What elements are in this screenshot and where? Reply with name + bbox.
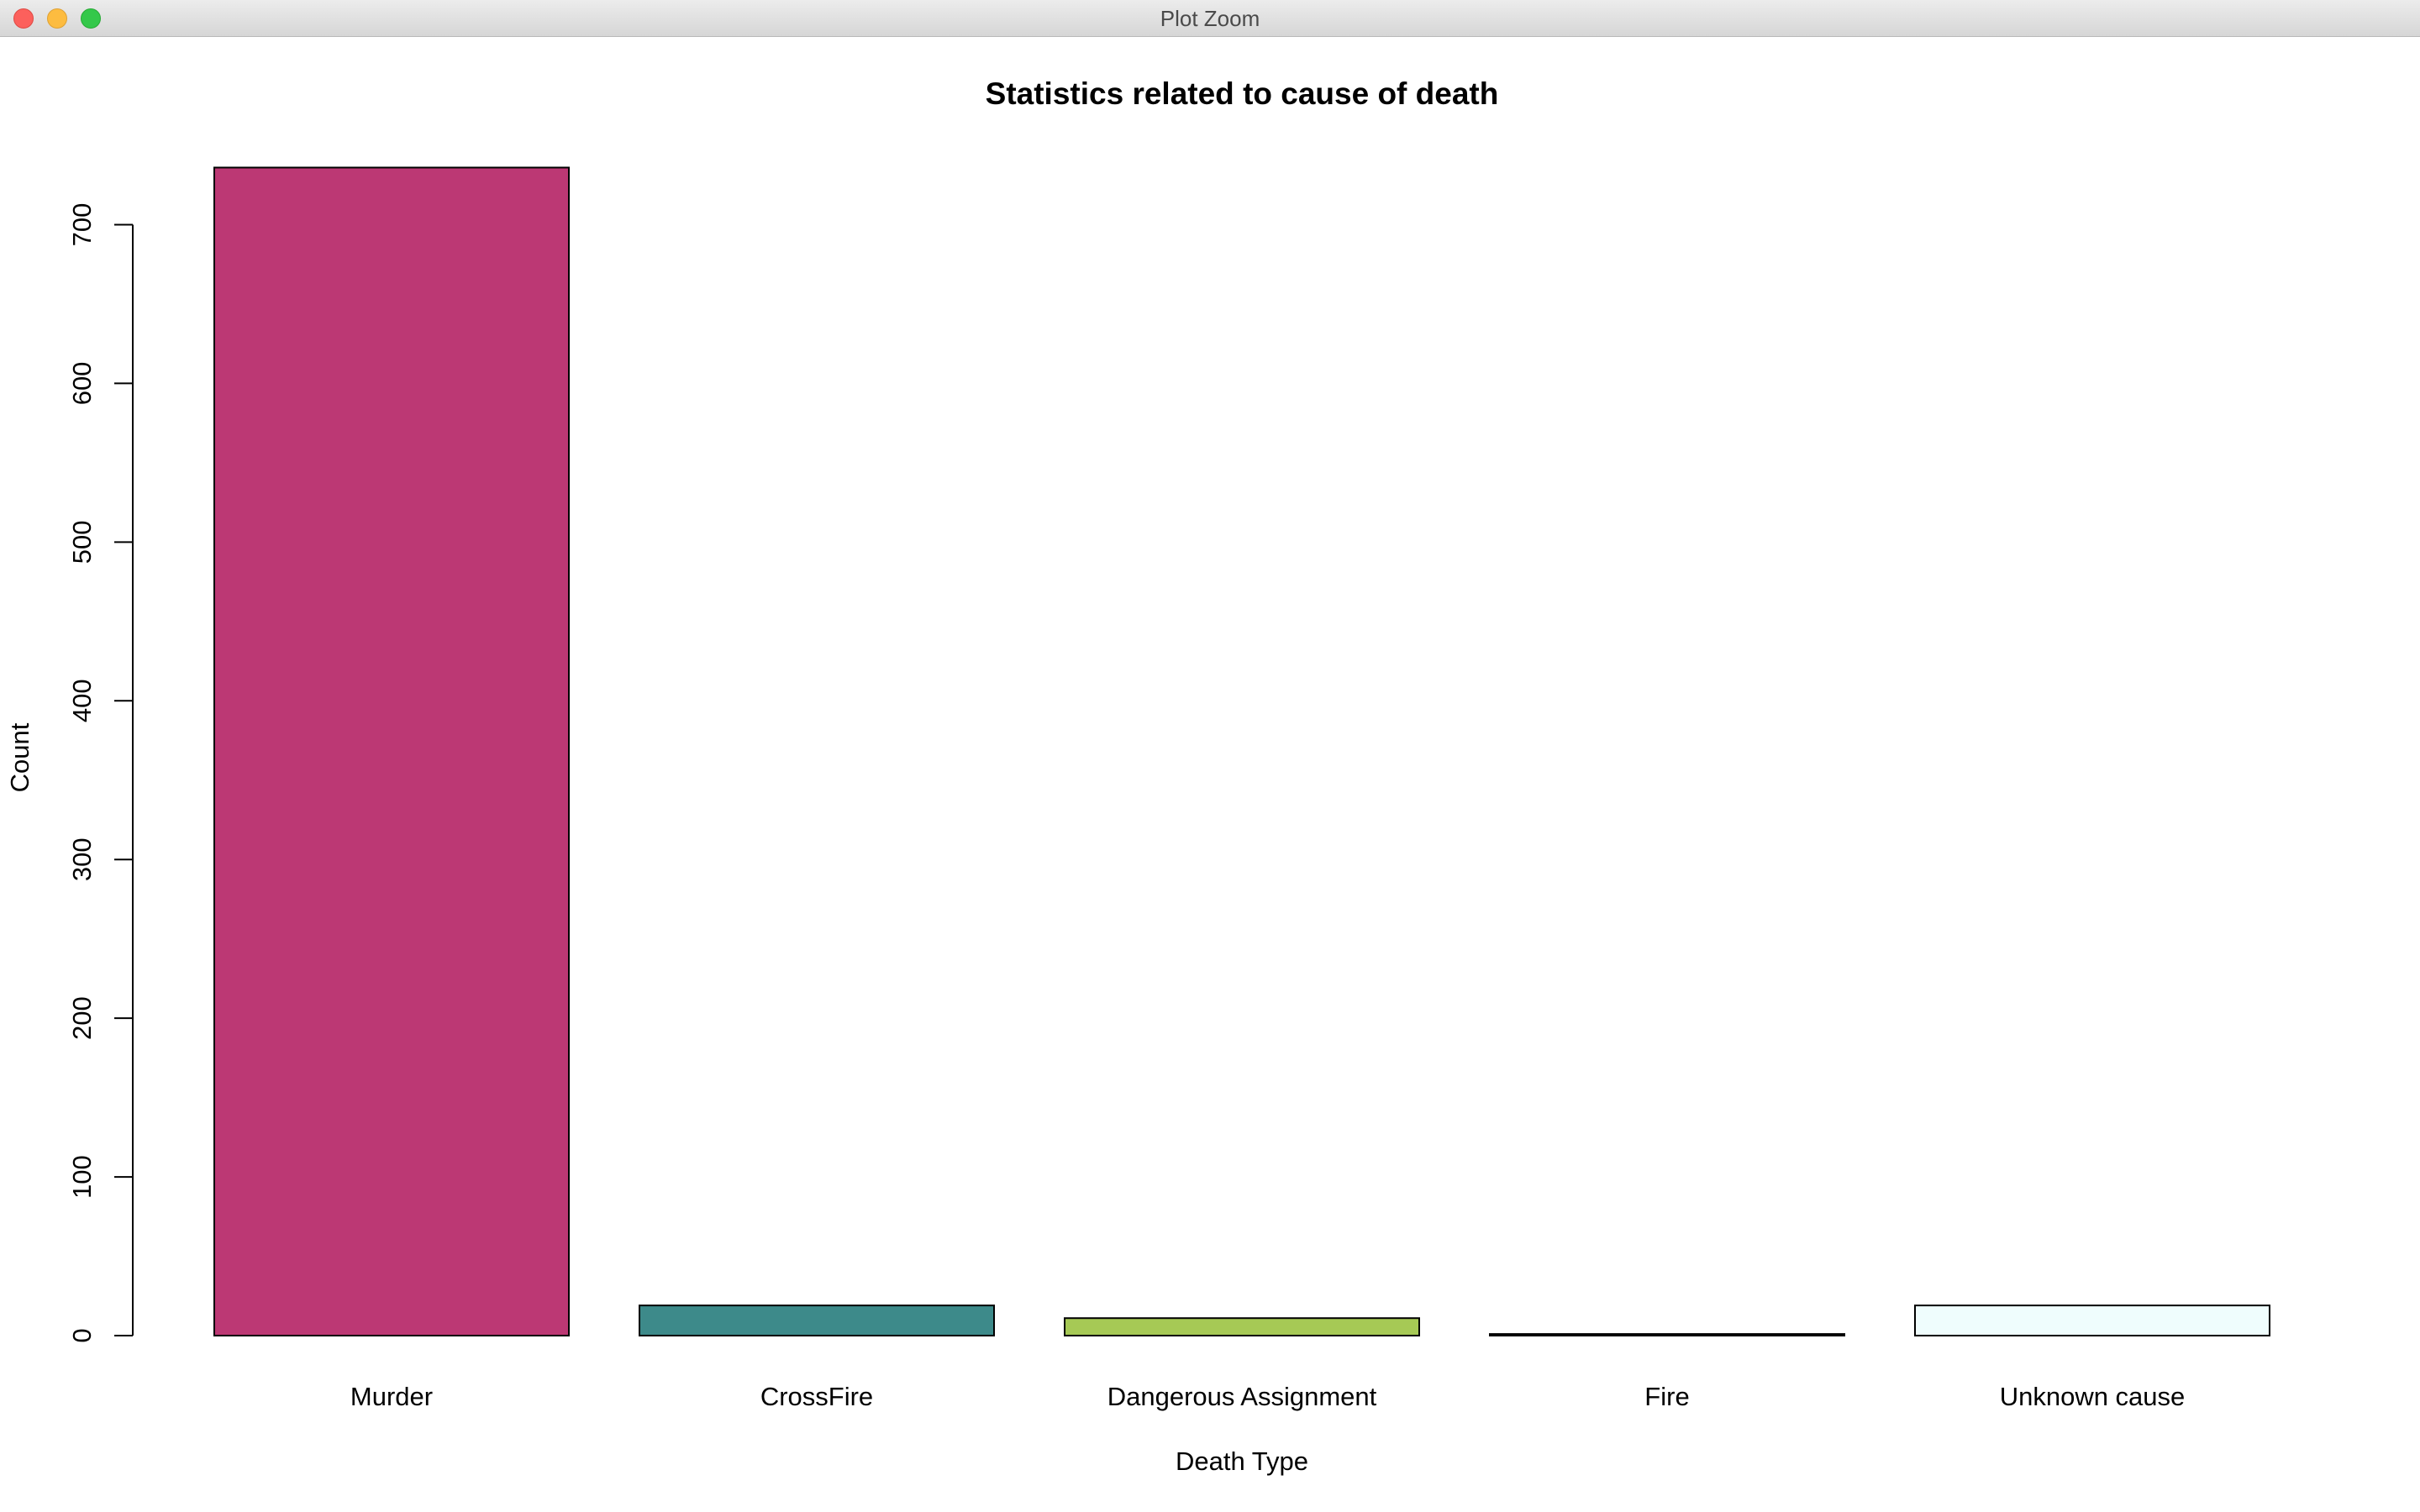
y-tick-label: 500 <box>67 520 97 564</box>
y-tick-label: 700 <box>67 203 97 247</box>
y-axis: 0 100 200 300 400 500 600 700 <box>67 203 134 1343</box>
minimize-window-icon[interactable] <box>47 8 67 29</box>
y-tick-label: 600 <box>67 362 97 406</box>
bar-dangerous-assignment <box>1064 1317 1420 1336</box>
y-tick-label: 200 <box>67 996 97 1040</box>
x-tick-label: Fire <box>1644 1382 1689 1411</box>
maximize-window-icon[interactable] <box>81 8 101 29</box>
bar-murder <box>213 166 570 1336</box>
bar-crossfire <box>639 1305 995 1336</box>
x-tick-labels: Murder CrossFire Dangerous Assignment Fire U… <box>350 1382 2185 1411</box>
x-tick-label: Murder <box>350 1382 433 1411</box>
window-title: Plot Zoom <box>1160 6 1260 31</box>
bars-group <box>213 166 2270 1337</box>
bar-unknown-cause <box>1914 1305 2270 1336</box>
bar-fire <box>1489 1333 1845 1337</box>
x-axis-label: Death Type <box>1176 1446 1308 1476</box>
bar-chart: Statistics related to cause of death Dea… <box>5 76 2270 1476</box>
y-tick-label: 400 <box>67 679 97 722</box>
y-axis-label: Count <box>5 722 34 792</box>
y-tick-label: 100 <box>67 1155 97 1199</box>
y-tick-label: 0 <box>67 1328 97 1342</box>
x-tick-label: Unknown cause <box>2000 1382 2186 1411</box>
window-titlebar[interactable]: Plot Zoom <box>0 0 2420 37</box>
plot-area: Statistics related to cause of death Dea… <box>0 37 2420 1512</box>
close-window-icon[interactable] <box>13 8 34 29</box>
x-tick-label: Dangerous Assignment <box>1107 1382 1377 1411</box>
x-tick-label: CrossFire <box>760 1382 873 1411</box>
chart-title: Statistics related to cause of death <box>986 76 1499 111</box>
y-tick-label: 300 <box>67 837 97 881</box>
